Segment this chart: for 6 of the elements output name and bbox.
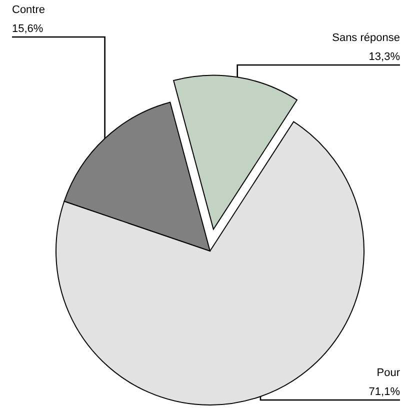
data-label: 15,6%	[12, 23, 44, 35]
data-label: 71,1%	[368, 386, 400, 398]
data-label: 13,3%	[368, 51, 400, 63]
slice-label: Sans réponse	[332, 32, 400, 44]
slice-label: Pour	[376, 367, 400, 379]
slice-label: Contre	[12, 4, 46, 16]
